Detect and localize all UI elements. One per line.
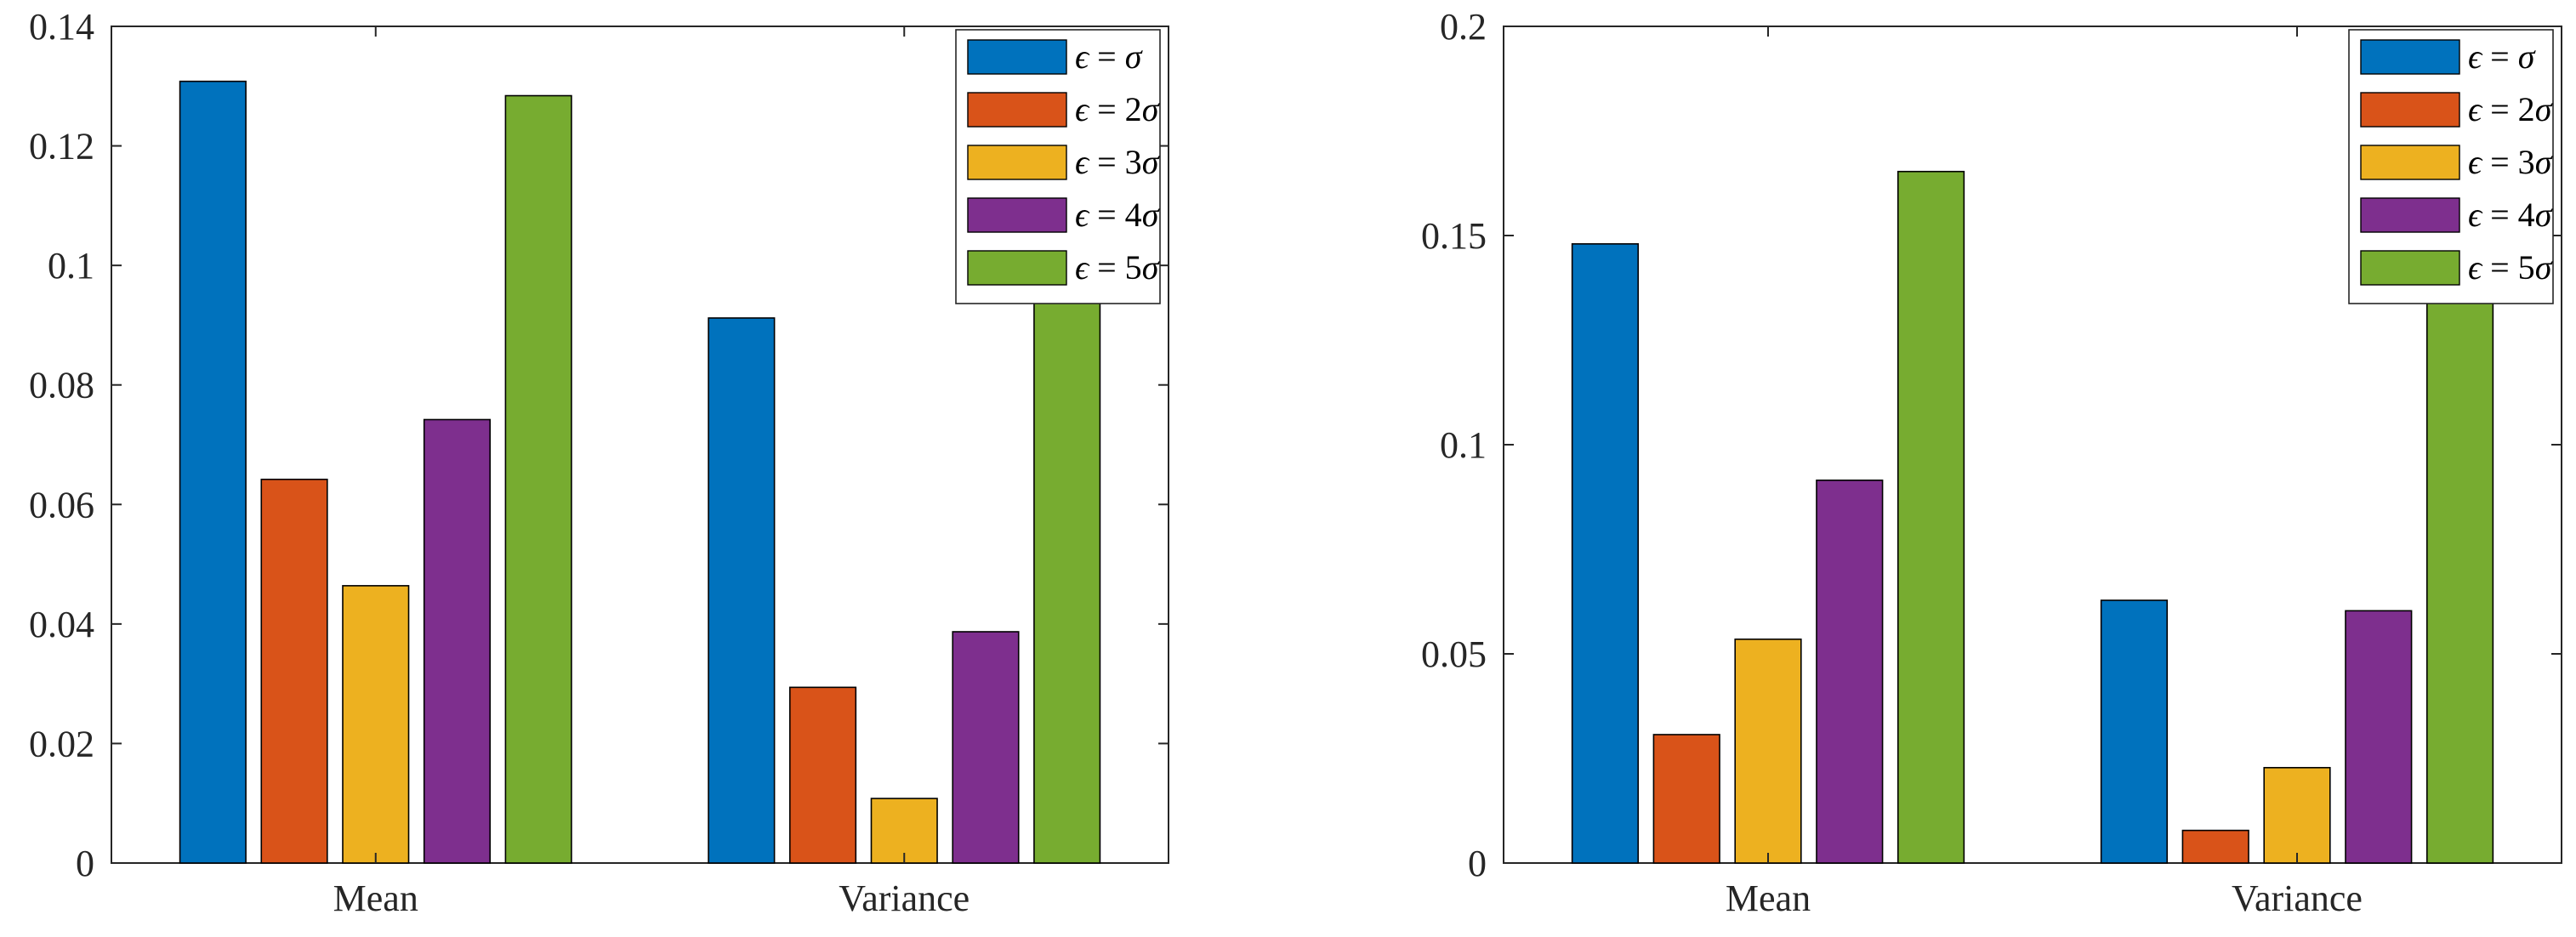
bar-mean-series-1	[179, 80, 247, 864]
legend-swatch	[2360, 250, 2460, 286]
x-tick-label: Variance	[839, 877, 970, 919]
legend-label: ϵ = 3σ	[1075, 143, 1160, 181]
y-tick-label: 0.12	[29, 126, 94, 168]
bar-mean-series-2	[260, 478, 328, 864]
bar-variance-series-3	[2263, 767, 2331, 864]
y-tick-label: 0.1	[1440, 424, 1487, 466]
legend: ϵ = σ ϵ = 2σ ϵ = 3σ ϵ = 4σ ϵ = 5σ	[2348, 29, 2554, 304]
bar-variance-series-4	[952, 631, 1020, 864]
bar-variance-series-1	[708, 317, 776, 864]
legend-label: ϵ = 5σ	[2468, 248, 2553, 287]
y-tick-label: 0.14	[29, 6, 94, 48]
y-tick-label: 0.04	[29, 604, 94, 645]
x-tick-label: Mean	[1726, 877, 1811, 919]
x-tick-label: Mean	[333, 877, 418, 919]
bar-mean-series-3	[1734, 638, 1802, 864]
bar-variance-series-2	[2181, 829, 2249, 864]
legend-swatch	[2360, 145, 2460, 180]
bar-mean-series-4	[1816, 480, 1884, 864]
chart-left: Mean Variance 0 0.02 0.04 0.06 0.08 0.1 0.12 0.14…	[29, 6, 1169, 919]
legend-swatch	[967, 92, 1067, 128]
legend-label: ϵ = σ	[2468, 37, 2536, 76]
legend-label: ϵ = 4σ	[2468, 196, 2553, 234]
legend: ϵ = σ ϵ = 2σ ϵ = 3σ ϵ = 4σ ϵ = 5σ	[955, 29, 1161, 304]
legend-label: ϵ = 5σ	[1075, 248, 1160, 287]
y-tick-label: 0.05	[1421, 633, 1487, 675]
legend-swatch	[967, 250, 1067, 286]
bar-variance-series-2	[788, 686, 857, 864]
legend-swatch	[2360, 39, 2460, 75]
legend-swatch	[967, 39, 1067, 75]
bar-mean-series-3	[342, 585, 410, 864]
bar-mean-series-5	[504, 94, 572, 864]
legend-swatch	[967, 145, 1067, 180]
bar-variance-series-1	[2100, 599, 2169, 864]
legend-swatch	[2360, 92, 2460, 128]
y-tick-label: 0.06	[29, 484, 94, 525]
legend-label: ϵ = 2σ	[1075, 90, 1160, 128]
y-tick-label: 0.2	[1440, 6, 1487, 48]
bar-variance-series-5	[2425, 247, 2494, 864]
legend-label: ϵ = 3σ	[2468, 143, 2553, 181]
bar-variance-series-5	[1033, 255, 1101, 864]
y-tick-label: 0.02	[29, 723, 94, 764]
y-tick-label: 0	[1468, 843, 1487, 884]
y-tick-label: 0	[76, 843, 94, 884]
bar-variance-series-4	[2345, 610, 2413, 864]
bar-mean-series-2	[1652, 734, 1720, 864]
legend-label: ϵ = 4σ	[1075, 196, 1160, 234]
legend-label: ϵ = 2σ	[2468, 90, 2553, 128]
legend-swatch	[967, 197, 1067, 233]
bar-mean-series-1	[1571, 243, 1640, 864]
legend-label: ϵ = σ	[1075, 37, 1143, 76]
bar-mean-series-5	[1896, 170, 1965, 864]
legend-swatch	[2360, 197, 2460, 233]
y-tick-label: 0.15	[1421, 215, 1487, 257]
bar-mean-series-4	[423, 418, 492, 864]
y-tick-label: 0.08	[29, 365, 94, 406]
x-tick-label: Variance	[2232, 877, 2363, 919]
bar-variance-series-3	[870, 798, 938, 864]
y-tick-label: 0.1	[48, 245, 94, 287]
